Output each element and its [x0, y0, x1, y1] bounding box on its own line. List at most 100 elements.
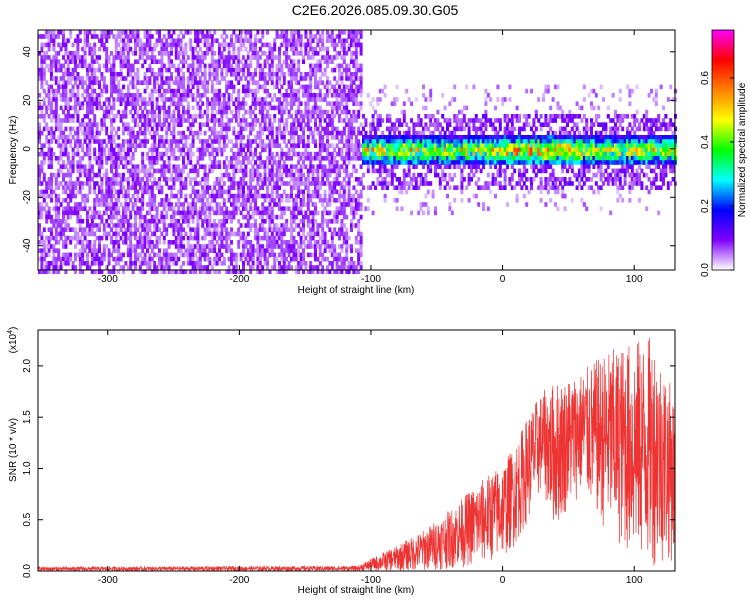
heatmap-cell — [285, 164, 289, 169]
heatmap-cell — [345, 168, 349, 174]
heatmap-cell — [76, 210, 80, 216]
heatmap-cell — [196, 189, 200, 195]
heatmap-cell — [203, 168, 207, 174]
heatmap-cell — [131, 172, 135, 178]
heatmap-cell — [256, 63, 260, 69]
heatmap-cell — [110, 219, 113, 224]
heatmap-cell — [294, 76, 298, 81]
heatmap-cell — [244, 93, 248, 98]
heatmap-cell — [170, 223, 173, 228]
heatmap-cell — [69, 168, 73, 174]
heatmap-cell — [302, 130, 305, 136]
heatmap-cell — [225, 227, 229, 232]
heatmap-cell — [38, 181, 41, 186]
heatmap-cell — [90, 63, 94, 69]
heatmap-cell — [316, 63, 320, 69]
heatmap-cell — [86, 219, 89, 224]
heatmap-cell — [124, 240, 128, 245]
heatmap-cell — [251, 101, 255, 106]
heatmap-cell — [201, 219, 205, 224]
heatmap-cell — [275, 235, 279, 241]
heatmap-cell — [206, 219, 209, 224]
heatmap-cell — [86, 93, 89, 98]
heatmap-cell — [160, 256, 164, 262]
heatmap-cell — [364, 206, 368, 211]
heatmap-cell — [342, 256, 346, 262]
heatmap-cell — [222, 42, 226, 48]
heatmap-cell — [47, 97, 51, 102]
heatmap-cell — [150, 240, 154, 245]
heatmap-cell — [78, 143, 82, 148]
heatmap-cell — [242, 105, 245, 111]
heatmap-cell — [64, 147, 68, 153]
heatmap-cell — [208, 151, 212, 157]
heatmap-cell — [112, 126, 116, 132]
heatmap-cell — [114, 97, 118, 102]
heatmap-cell — [311, 177, 315, 182]
heatmap-cell — [378, 135, 382, 140]
heatmap-cell — [316, 172, 320, 178]
heatmap-cell — [117, 269, 121, 274]
heatmap-cell — [81, 219, 85, 224]
heatmap-cell — [347, 151, 351, 157]
heatmap-cell — [86, 105, 89, 111]
heatmap-cell — [186, 156, 190, 161]
heatmap-cell — [294, 97, 298, 102]
heatmap-cell — [206, 231, 209, 237]
heatmap-cell — [220, 135, 224, 140]
heatmap-cell — [64, 101, 68, 106]
heatmap-cell — [126, 72, 130, 77]
heatmap-cell — [47, 265, 51, 270]
heatmap-cell — [170, 214, 173, 220]
heatmap-cell — [179, 231, 183, 237]
heatmap-cell — [160, 80, 164, 85]
heatmap-cell — [275, 256, 279, 262]
heatmap-cell — [366, 143, 370, 148]
heatmap-cell — [42, 59, 46, 64]
heatmap-cell — [321, 97, 325, 102]
heatmap-cell — [167, 59, 171, 64]
heatmap-cell — [330, 193, 334, 199]
heatmap-cell — [153, 143, 157, 148]
heatmap-cell — [110, 84, 113, 90]
heatmap-cell — [287, 244, 291, 249]
heatmap-cell — [347, 109, 351, 115]
heatmap-cell — [369, 139, 373, 144]
heatmap-cell — [246, 252, 250, 258]
heatmap-cell — [352, 114, 356, 119]
heatmap-cell — [280, 84, 284, 90]
heatmap-cell — [318, 46, 322, 52]
heatmap-cell — [64, 46, 68, 52]
heatmap-cell — [160, 151, 164, 157]
heatmap-cell — [66, 51, 70, 56]
heatmap-cell — [167, 160, 171, 165]
heatmap-cell — [251, 151, 255, 157]
heatmap-cell — [285, 156, 289, 161]
heatmap-cell — [62, 84, 65, 90]
heatmap-cell — [206, 109, 209, 115]
heatmap-cell — [232, 210, 236, 216]
heatmap-cell — [201, 252, 205, 258]
heatmap-cell — [134, 122, 137, 127]
heatmap-cell — [239, 46, 243, 52]
heatmap-cell — [131, 223, 135, 228]
heatmap-cell — [150, 160, 154, 165]
heatmap-cell — [285, 244, 289, 249]
heatmap-cell — [297, 168, 301, 174]
heatmap-cell — [203, 109, 207, 115]
heatmap-cell — [213, 198, 217, 203]
heatmap-cell — [122, 42, 125, 48]
heatmap-cell — [218, 181, 221, 186]
heatmap-cell — [213, 193, 217, 199]
heatmap-cell — [90, 93, 94, 98]
heatmap-cell — [354, 101, 358, 106]
heatmap-cell — [338, 193, 341, 199]
heatmap-cell — [158, 122, 161, 127]
heatmap-cell — [194, 244, 197, 249]
heatmap-cell — [230, 42, 233, 48]
heatmap-cell — [280, 223, 284, 228]
heatmap-cell — [131, 177, 135, 182]
heatmap-cell — [40, 181, 44, 186]
heatmap-cell — [83, 46, 87, 52]
heatmap-cell — [182, 114, 185, 119]
